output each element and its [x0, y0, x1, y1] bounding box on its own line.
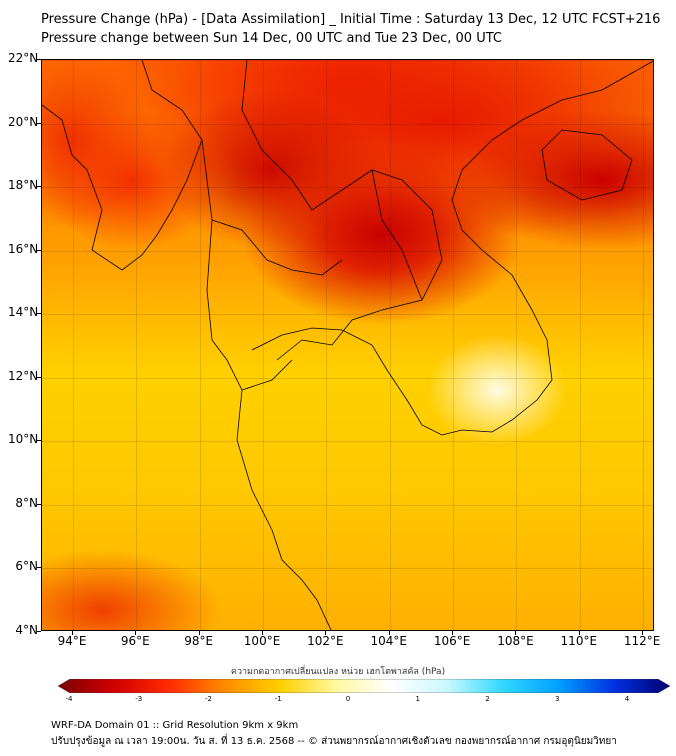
- lon-label: 98°E: [184, 634, 214, 648]
- lon-tick: [135, 631, 137, 635]
- lat-label: 16°N: [8, 241, 39, 256]
- lat-tick: [37, 440, 41, 442]
- lat-label: 22°N: [8, 51, 39, 65]
- lon-tick: [515, 631, 517, 635]
- lat-tick: [37, 313, 41, 315]
- pressure-change-map: [41, 59, 654, 631]
- lon-gridline: [136, 60, 138, 630]
- colorbar-tick-label: 0: [345, 695, 351, 703]
- lon-tick: [72, 631, 73, 635]
- lat-gridline: [42, 123, 653, 125]
- lon-gridline: [516, 60, 518, 630]
- lon-gridline: [389, 60, 391, 630]
- lat-gridline: [42, 314, 653, 316]
- lon-label: 110°E: [560, 634, 598, 648]
- lon-label: 104°E: [370, 634, 408, 648]
- lon-label: 96°E: [120, 634, 150, 648]
- lat-gridline: [42, 377, 653, 379]
- lon-label: 94°E: [57, 634, 87, 648]
- colorbar-tick-label: -4: [65, 695, 73, 703]
- lon-label: 112°E: [623, 634, 661, 648]
- lon-gridline: [73, 60, 74, 630]
- lat-label: 8°N: [15, 495, 38, 510]
- lat-tick: [37, 630, 41, 632]
- lon-tick: [452, 631, 454, 635]
- lat-label: 20°N: [8, 114, 39, 129]
- lat-tick: [37, 376, 41, 378]
- coastline-borders: [42, 60, 653, 630]
- lon-tick: [578, 631, 580, 635]
- lon-label: 108°E: [497, 634, 534, 648]
- lat-gridline: [42, 504, 653, 506]
- lat-tick: [37, 503, 41, 505]
- lon-gridline: [326, 60, 328, 630]
- colorbar-tick-label: 1: [415, 695, 420, 703]
- colorbar-tick-label: 4: [624, 695, 630, 703]
- lon-tick: [325, 631, 327, 635]
- lon-label: 106°E: [433, 634, 471, 648]
- lat-label: 18°N: [8, 178, 39, 193]
- lat-tick: [37, 567, 41, 569]
- lon-gridline: [579, 60, 581, 630]
- lat-label: 6°N: [15, 559, 38, 574]
- lon-tick: [642, 631, 644, 635]
- lon-tick: [262, 631, 264, 635]
- lat-gridline: [42, 250, 653, 252]
- lat-gridline: [42, 187, 653, 189]
- lon-gridline: [199, 60, 201, 630]
- chart-title: Pressure Change (hPa) - [Data Assimilati…: [41, 12, 661, 27]
- footer-domain: WRF-DA Domain 01 :: Grid Resolution 9km …: [51, 720, 299, 731]
- footer-update: ปรับปรุงข้อมูล ณ เวลา 19:00น. วัน ส. ที่…: [51, 736, 617, 747]
- lat-tick: [37, 249, 41, 251]
- lat-tick: [37, 122, 41, 124]
- lon-label: 100°E: [243, 634, 281, 648]
- chart-subtitle: Pressure change between Sun 14 Dec, 00 U…: [41, 31, 502, 46]
- lat-label: 12°N: [8, 368, 39, 383]
- colorbar-label: ความกดอากาศเปลี่ยนแปลง หน่วย เฮกโตพาสคัล…: [230, 667, 446, 677]
- lat-label: 10°N: [8, 432, 39, 447]
- lon-gridline: [643, 60, 645, 630]
- colorbar-tick-label: 2: [485, 695, 490, 703]
- lat-tick: [37, 59, 41, 60]
- lat-gridline: [42, 441, 653, 443]
- lat-gridline: [42, 60, 653, 61]
- lat-tick: [37, 186, 41, 188]
- colorbar-tick-label: -2: [205, 695, 212, 703]
- colorbar-graphic: [57, 678, 671, 694]
- lon-gridline: [263, 60, 265, 630]
- lon-label: 102°E: [307, 634, 344, 648]
- colorbar-tick-label: -3: [135, 695, 143, 703]
- colorbar: [57, 678, 671, 694]
- lon-tick: [388, 631, 390, 635]
- lon-tick: [198, 631, 200, 635]
- lat-gridline: [42, 568, 653, 570]
- colorbar-tick-label: -1: [274, 695, 282, 703]
- lon-gridline: [453, 60, 455, 630]
- lat-label: 14°N: [8, 305, 39, 320]
- colorbar-tick-label: 3: [555, 695, 560, 703]
- lat-label: 4°N: [15, 622, 38, 637]
